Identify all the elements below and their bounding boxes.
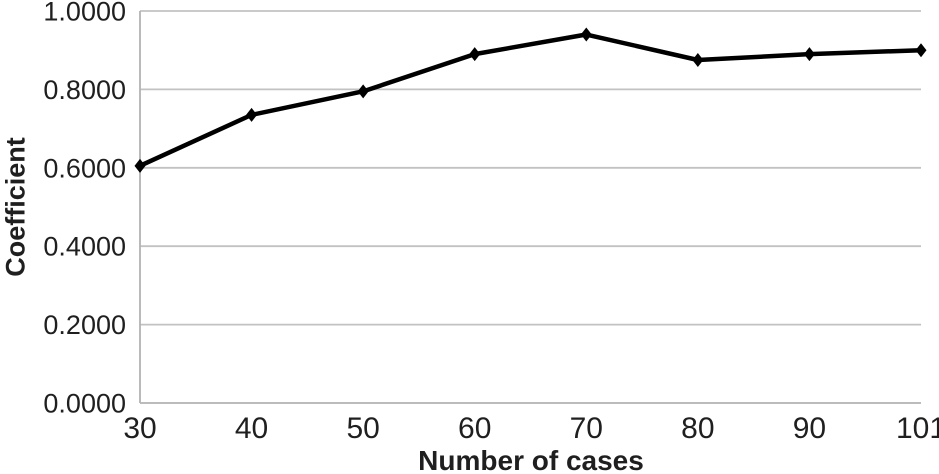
- y-tick-label: 0.4000: [43, 232, 126, 262]
- y-tick-label: 0.2000: [43, 310, 126, 340]
- x-tick-label: 101: [896, 412, 939, 445]
- data-point-marker: [469, 47, 481, 62]
- data-point-marker: [246, 107, 258, 122]
- y-tick-label: 1.0000: [43, 0, 126, 27]
- x-tick-label: 30: [123, 412, 156, 445]
- data-point-marker: [803, 47, 815, 62]
- x-tick-label: 50: [346, 412, 379, 445]
- y-axis-title: Coefficient: [0, 137, 31, 277]
- x-tick-label: 60: [458, 412, 491, 445]
- data-point-marker: [134, 158, 146, 173]
- y-tick-label: 0.6000: [43, 153, 126, 183]
- y-tick-label: 0.8000: [43, 75, 126, 105]
- data-point-marker: [692, 53, 704, 67]
- x-tick-label: 40: [235, 412, 268, 445]
- data-point-marker: [580, 27, 592, 42]
- x-tick-label: 70: [570, 412, 603, 445]
- y-tick-label: 0.0000: [43, 389, 126, 419]
- data-point-marker: [915, 43, 927, 58]
- series-line: [137, 32, 924, 169]
- x-axis-title: Number of cases: [418, 445, 644, 474]
- x-tick-label: 90: [793, 412, 826, 445]
- x-tick-label: 80: [681, 412, 714, 445]
- data-point-marker: [357, 84, 369, 99]
